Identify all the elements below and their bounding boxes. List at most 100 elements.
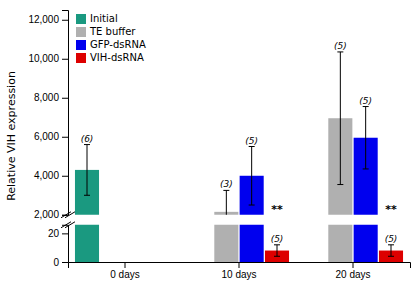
legend-label: VIH-dsRNA [90,52,144,63]
bar [214,225,238,262]
error-bar-cap [84,144,90,145]
axis-line [62,225,69,262]
plot-top [75,52,378,215]
tick-label: 6,000 [34,131,59,142]
error-bar-cap [274,256,280,257]
tick-mark [62,98,68,99]
labels: (6) (3) (5) (5) (5) (5) ** (5) ** [81,41,398,244]
error-bar-cap [363,168,369,169]
error-bar-cap [84,195,90,196]
n-label: (5) [271,234,284,244]
y-axis: 2,000 4,000 6,000 8,000 10,000 12,000 [28,11,68,221]
n-label: (6) [81,134,94,144]
n-label: (5) [334,41,347,51]
tick-label: 0 [53,257,59,268]
legend-item: GFP-dsRNA [76,39,146,50]
tick-mark [62,233,68,234]
tick: 10 days [221,262,256,280]
tick-label: 10,000 [28,53,59,64]
error-bar-cap [388,244,394,245]
axis-line [62,11,69,216]
tick-label: 4,000 [34,170,59,181]
error-bar-stem [340,52,341,185]
legend-label: GFP-dsRNA [90,39,146,50]
error-bar-cap [363,106,369,107]
tick-label: 10 days [221,269,256,280]
tick: 0 days [110,262,139,280]
tick: 8,000 [34,92,68,103]
error-bar [249,147,255,206]
tick-label: 20 days [335,269,370,280]
legend-item: TE buffer [76,26,136,37]
tick: 4,000 [34,170,68,181]
tick-mark [62,262,68,263]
error-bar [363,107,369,169]
break-slash [65,222,75,228]
bar [75,225,99,262]
error-bar-cap [388,256,394,257]
tick-label: 0 days [110,269,139,280]
break-slash [65,212,75,218]
error-bar [337,52,343,185]
n-label: (5) [385,234,398,244]
legend: Initial TE buffer GFP-dsRNA VIH-dsRNA [76,13,146,63]
tick-mark [62,176,68,177]
tick: 20 days [335,262,370,280]
error-bar-stem [391,245,392,256]
legend-item: Initial [76,13,118,24]
bar [354,225,378,262]
axis-break [61,212,75,228]
chart: (6) (3) (5) (5) (5) (5) ** (5) ** 2,000 4,000 6,000… [0,0,420,286]
significance: ** [385,203,397,216]
tick-mark [62,137,68,138]
tick-label: 2,000 [34,209,59,220]
tick-mark [62,20,68,21]
tick-mark [125,262,126,268]
error-bar-stem [226,190,227,214]
legend-swatch [76,40,86,50]
tick: 2,000 [34,209,68,220]
y-axis-title: Relative VIH expression [5,71,18,201]
legend-swatch [76,27,86,37]
error-bar-cap [249,146,255,147]
error-bar-stem [277,245,278,256]
tick-mark [239,262,240,268]
error-bar-stem [87,145,88,196]
tick-label: 20 [48,228,60,239]
x-axis: 0 days 10 days 20 days [69,262,411,280]
error-bar-cap [274,244,280,245]
legend-label: TE buffer [89,26,136,37]
legend-swatch [76,53,86,63]
legend-item: VIH-dsRNA [76,52,144,63]
y2-axis: 0 20 [48,225,69,267]
error-bar [223,190,229,214]
error-bar [388,245,394,256]
tick-mark [62,59,68,60]
error-bar [274,245,280,256]
tick-label: 8,000 [34,92,59,103]
significance: ** [271,203,283,216]
tick: 6,000 [34,131,68,142]
tick: 20 [48,228,68,239]
tick: 10,000 [28,53,68,64]
tick: 0 [53,257,68,268]
error-bar-cap [337,184,343,185]
n-label: (5) [359,96,372,106]
tick-label: 12,000 [28,14,59,25]
bar [328,225,352,262]
error-bar-stem [365,107,366,169]
error-bar-stem [251,147,252,206]
legend-label: Initial [90,13,118,24]
error-bar [84,145,90,196]
error-bar-cap [223,190,229,191]
error-bar-cap [249,205,255,206]
tick-mark [353,262,354,268]
tick: 12,000 [28,14,68,25]
n-label: (3) [220,179,233,189]
axis-line [69,263,411,269]
legend-swatch [76,14,86,24]
n-label: (5) [245,136,258,146]
bar [240,225,264,262]
error-bar-cap [337,51,343,52]
plot-bottom [75,225,403,262]
